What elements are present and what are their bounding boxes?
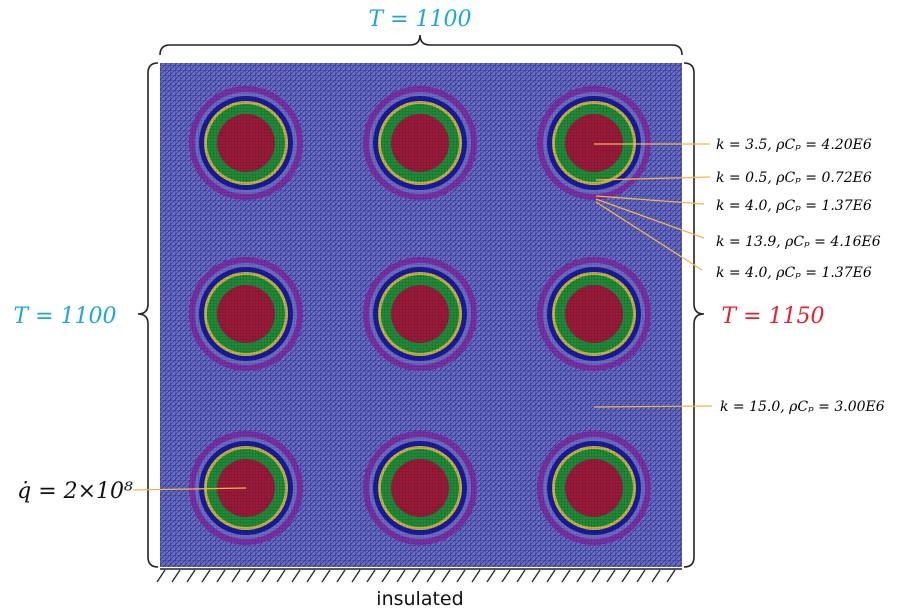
hatch-line	[652, 570, 660, 582]
material-label: k = 15.0, ρCₚ = 3.00E6	[720, 399, 885, 415]
hatch-line	[247, 570, 255, 582]
hatch-line	[622, 570, 630, 582]
diagram: T = 1100 T = 1100 T = 1150 insulated q̇ …	[0, 0, 897, 613]
hatch-line	[517, 570, 525, 582]
ring-mesh	[217, 285, 275, 343]
ring-mesh	[565, 459, 623, 517]
hatch-line	[487, 570, 495, 582]
hatch-line	[427, 570, 435, 582]
left-boundary: T = 1100	[13, 304, 116, 329]
hatch-line	[562, 570, 570, 582]
top-bracket	[160, 35, 682, 55]
hatch-line	[547, 570, 555, 582]
hatch-line	[607, 570, 615, 582]
hatch-line	[502, 570, 510, 582]
hatch-line	[307, 570, 315, 582]
material-label: k = 4.0, ρCₚ = 1.37E6	[716, 198, 872, 214]
material-label: k = 4.0, ρCₚ = 1.37E6	[716, 265, 872, 281]
hatch-line	[277, 570, 285, 582]
left-bracket	[138, 63, 158, 567]
hatch-line	[217, 570, 225, 582]
hatch-line	[637, 570, 645, 582]
hatch-line	[157, 570, 165, 582]
hatch-line	[232, 570, 240, 582]
hatch-line	[337, 570, 345, 582]
hatch-line	[382, 570, 390, 582]
top-boundary: T = 1100	[368, 7, 471, 32]
material-label: k = 0.5, ρCₚ = 0.72E6	[716, 170, 872, 186]
ring-mesh	[217, 114, 275, 172]
hatch-line	[457, 570, 465, 582]
hatch-line	[442, 570, 450, 582]
hatch-line	[532, 570, 540, 582]
hatch-line	[472, 570, 480, 582]
ring-mesh	[391, 459, 449, 517]
insulation-hatch	[157, 569, 682, 582]
heat-source: q̇ = 2×10⁸	[17, 479, 133, 504]
right-bracket	[684, 63, 704, 567]
hatch-line	[352, 570, 360, 582]
hatch-line	[577, 570, 585, 582]
material-label: k = 3.5, ρCₚ = 4.20E6	[716, 137, 872, 153]
hatch-line	[262, 570, 270, 582]
hatch-line	[667, 570, 675, 582]
hatch-line	[592, 570, 600, 582]
bottom-boundary: insulated	[376, 588, 463, 610]
right-boundary: T = 1150	[721, 304, 824, 329]
hatch-line	[412, 570, 420, 582]
ring-mesh	[391, 285, 449, 343]
inclusions	[189, 86, 651, 545]
ring-mesh	[565, 114, 623, 172]
hatch-line	[172, 570, 180, 582]
material-label: k = 13.9, ρCₚ = 4.16E6	[716, 234, 881, 250]
hatch-line	[322, 570, 330, 582]
ring-mesh	[565, 285, 623, 343]
hatch-line	[367, 570, 375, 582]
hatch-line	[187, 570, 195, 582]
hatch-line	[202, 570, 210, 582]
ring-mesh	[391, 114, 449, 172]
hatch-line	[292, 570, 300, 582]
hatch-line	[397, 570, 405, 582]
